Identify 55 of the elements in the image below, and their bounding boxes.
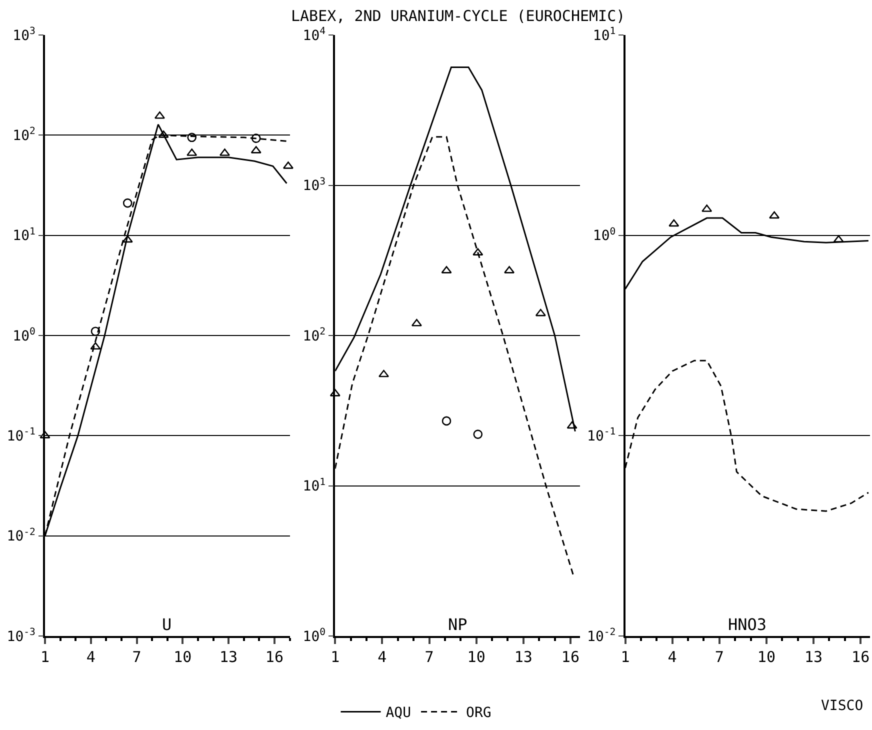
- y-tick-label: 10$^{0}$: [302, 627, 326, 645]
- text: VISCO: [821, 698, 864, 714]
- annotation: NP: [448, 615, 468, 634]
- x-tick-label: 16: [265, 648, 284, 666]
- y-tick-label: 10$^{-3}$: [6, 627, 36, 645]
- x-tick-label: 16: [852, 648, 870, 666]
- x-tick-label: 13: [220, 648, 238, 666]
- point: [442, 416, 452, 426]
- y-tick-label: 10$^{1}$: [12, 226, 36, 244]
- x-tick-label: 1: [330, 648, 340, 666]
- point: [251, 134, 261, 143]
- legend-label: ORG: [466, 705, 492, 722]
- point: [187, 132, 196, 142]
- point: [769, 211, 780, 219]
- y-tick-label: 10$^{-2}$: [6, 526, 36, 545]
- x-tick-label: 4: [86, 648, 96, 666]
- point: [90, 342, 101, 350]
- point: [473, 430, 483, 439]
- point: [535, 308, 546, 316]
- y-tick-label: 10$^{2}$: [302, 326, 326, 344]
- x-tick-label: 4: [668, 648, 677, 666]
- x-tick-label: 10: [757, 648, 776, 666]
- annotation: HNO3: [728, 615, 767, 634]
- point: [122, 235, 133, 243]
- point: [90, 326, 100, 336]
- point: [566, 421, 578, 429]
- point: [411, 318, 422, 326]
- legend-label: AQU: [386, 705, 412, 722]
- x-tick-label: 1: [40, 648, 50, 666]
- y-tick-label: 10$^{4}$: [302, 26, 326, 44]
- x-tick-label: 7: [132, 648, 142, 666]
- y-tick-label: 10$^{0}$: [12, 326, 36, 344]
- x-tick-label: 13: [804, 648, 823, 666]
- y-tick-label: 10$^{-2}$: [587, 627, 616, 645]
- x-tick-label: 4: [378, 648, 387, 666]
- y-tick-label: 10$^{3}$: [302, 176, 326, 194]
- point: [668, 219, 680, 227]
- y-tick-label: 10$^{3}$: [12, 26, 36, 44]
- x-tick-label: 13: [514, 648, 532, 666]
- y-tick-label: 10$^{2}$: [12, 126, 36, 144]
- y-tick-label: 10$^{0}$: [592, 226, 616, 244]
- annotation: U: [162, 615, 172, 634]
- point: [122, 198, 132, 208]
- x-tick-label: 16: [561, 648, 580, 666]
- y-tick-label: 10$^{1}$: [302, 476, 326, 495]
- y-tick-label: 10$^{1}$: [592, 26, 616, 44]
- x-tick-label: 7: [714, 648, 724, 666]
- y-tick-label: 10$^{-1}$: [6, 426, 36, 445]
- chart-title: LABEX, 2ND URANIUM-CYCLE (EUROCHEMIC): [291, 7, 626, 25]
- x-tick-label: 10: [467, 648, 486, 666]
- x-tick-label: 7: [424, 648, 434, 666]
- point: [154, 111, 165, 119]
- y-tick-label: 10$^{-1}$: [587, 426, 616, 445]
- x-tick-label: 10: [174, 648, 192, 666]
- x-tick-label: 1: [620, 648, 630, 666]
